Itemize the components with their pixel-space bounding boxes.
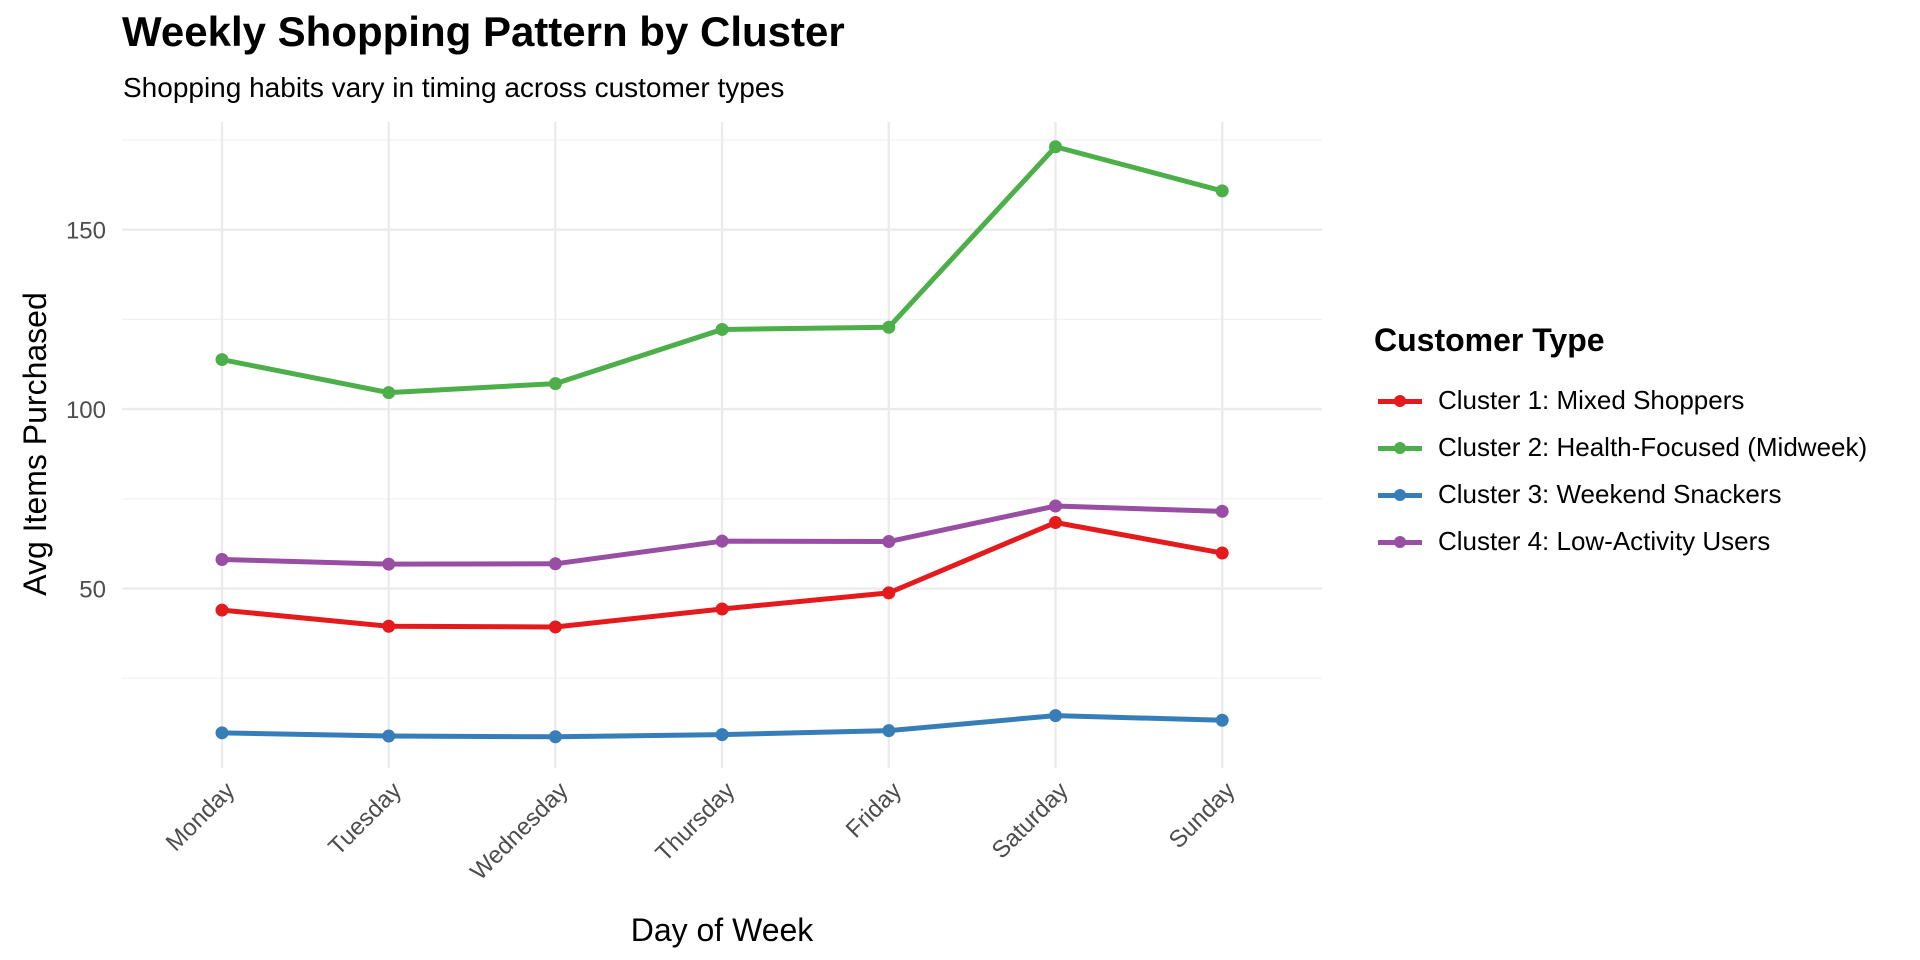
data-point-cluster-2 (715, 322, 729, 336)
legend-label: Cluster 1: Mixed Shoppers (1438, 385, 1745, 415)
legend-key (1378, 391, 1422, 411)
data-point-cluster-3 (382, 729, 396, 743)
legend-key (1378, 485, 1422, 505)
x-tick-label: Tuesday (323, 777, 407, 861)
legend-item-cluster-4: Cluster 4: Low-Activity Users (1374, 518, 1867, 565)
data-point-cluster-3 (548, 730, 562, 744)
x-tick-label: Thursday (651, 777, 741, 867)
legend-key (1378, 438, 1422, 458)
legend-item-cluster-3: Cluster 3: Weekend Snackers (1374, 471, 1867, 518)
legend-item-cluster-2: Cluster 2: Health-Focused (Midweek) (1374, 424, 1867, 471)
data-point-cluster-2 (382, 386, 396, 400)
data-point-cluster-4 (882, 535, 896, 549)
data-point-cluster-4 (382, 557, 396, 571)
data-point-cluster-3 (1215, 713, 1229, 727)
data-point-cluster-3 (215, 726, 229, 740)
x-tick-label: Saturday (987, 777, 1074, 864)
y-tick-label: 50 (79, 577, 106, 604)
data-point-cluster-2 (1215, 184, 1229, 198)
data-point-cluster-3 (715, 728, 729, 742)
legend-title: Customer Type (1374, 322, 1605, 358)
y-tick-label: 150 (66, 218, 106, 245)
chart-subtitle: Shopping habits vary in timing across cu… (123, 72, 785, 103)
data-point-cluster-1 (548, 620, 562, 634)
data-point-cluster-4 (215, 552, 229, 566)
legend-key (1378, 532, 1422, 552)
legend-label: Cluster 2: Health-Focused (Midweek) (1438, 432, 1868, 462)
data-point-cluster-4 (548, 557, 562, 571)
data-point-cluster-2 (548, 377, 562, 391)
x-tick-label: Friday (841, 777, 907, 843)
x-tick-label: Monday (161, 777, 240, 856)
chart-title: Weekly Shopping Pattern by Cluster (122, 8, 845, 55)
data-point-cluster-2 (882, 320, 896, 334)
x-tick-labels: Monday Tuesday Wednesday Thursday Friday Satu… (161, 777, 1241, 885)
data-point-cluster-2 (215, 353, 229, 367)
data-point-cluster-4 (1215, 504, 1229, 518)
x-tick-label: Sunday (1164, 777, 1241, 854)
data-point-cluster-1 (882, 586, 896, 600)
y-tick-label: 100 (66, 397, 106, 424)
data-point-cluster-2 (1049, 140, 1062, 154)
data-point-cluster-3 (882, 724, 896, 738)
data-point-cluster-1 (382, 619, 396, 633)
legend-item-cluster-1: Cluster 1: Mixed Shoppers (1374, 377, 1867, 424)
data-point-cluster-1 (1049, 516, 1062, 530)
data-point-cluster-1 (715, 602, 729, 616)
legend-items: Cluster 1: Mixed Shoppers Cluster 2: Heal… (1374, 377, 1867, 565)
data-point-cluster-4 (1049, 499, 1062, 513)
x-axis-title: Day of Week (631, 912, 815, 948)
data-point-cluster-1 (1215, 546, 1229, 560)
data-point-cluster-1 (215, 603, 229, 617)
y-axis-title: Avg Items Purchased (17, 292, 53, 596)
legend-label: Cluster 4: Low-Activity Users (1438, 526, 1771, 556)
major-gridlines (122, 122, 1322, 768)
data-point-cluster-3 (1049, 709, 1062, 723)
x-tick-label: Wednesday (465, 777, 573, 885)
series-layer (215, 140, 1229, 744)
legend: Customer Type Cluster 1: Mixed Shoppers C… (1374, 322, 1867, 565)
legend-label: Cluster 3: Weekend Snackers (1438, 479, 1782, 509)
data-point-cluster-4 (715, 534, 729, 548)
y-tick-labels: 50 100 150 (66, 218, 106, 604)
